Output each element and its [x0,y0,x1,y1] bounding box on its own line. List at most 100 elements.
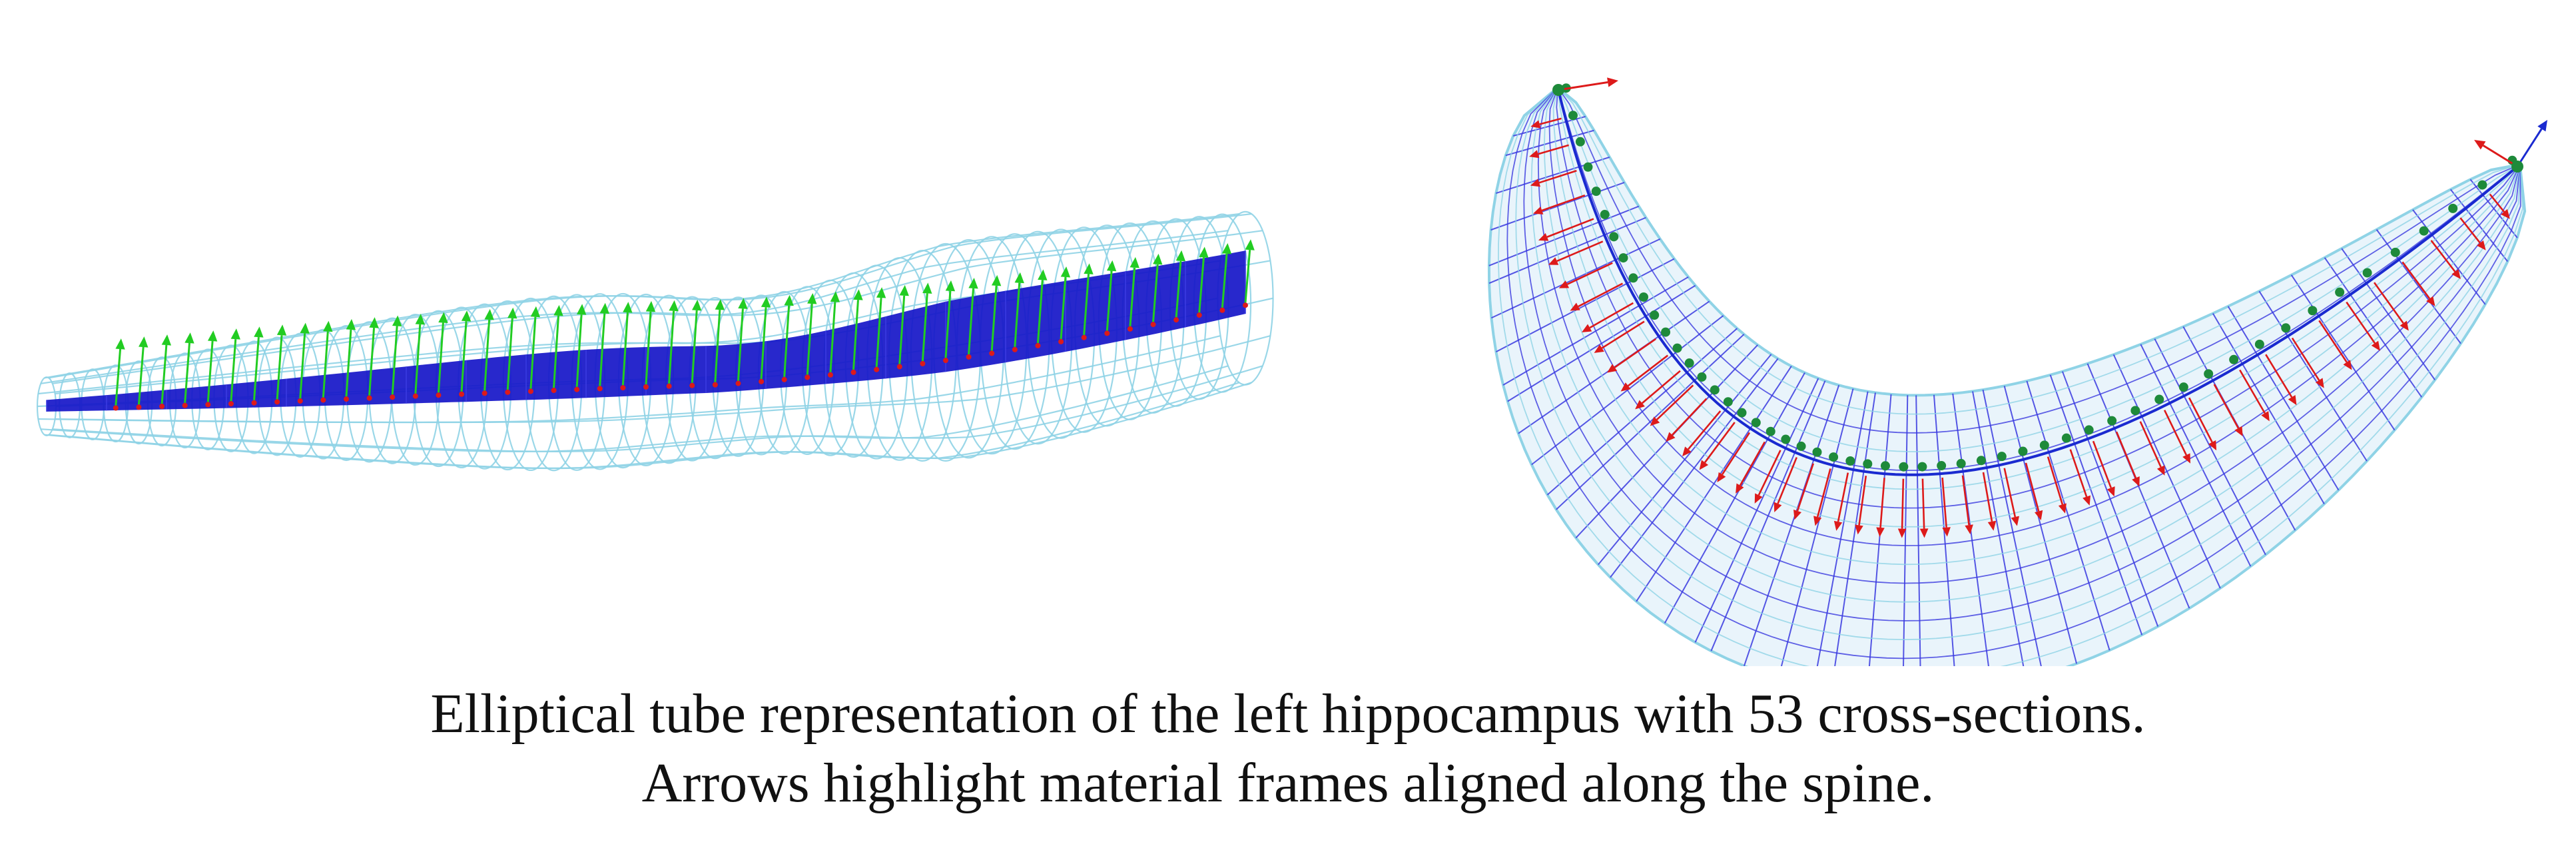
frame-arrow-up [253,326,264,400]
hippocampus-side-view [36,211,1274,472]
end-frame-tangent [2516,120,2547,167]
spine-point [1697,372,1707,382]
spine-point [1766,426,1775,436]
frame-origin [1081,334,1087,340]
frame-arrow-up [645,300,656,384]
spine-point [2018,446,2028,456]
frame-arrow-up [1083,263,1094,335]
outer-longitude [48,213,1252,379]
frame-arrow-normal [2489,193,2510,219]
spine-point [1845,456,1855,466]
frame-origin [1058,338,1064,344]
frame-arrow-up [276,324,287,400]
spine-point [2229,354,2239,364]
spine-point [2448,203,2458,213]
frame-origin [459,391,465,397]
frame-arrow-normal [1793,463,1815,520]
spine-point [1723,397,1733,407]
frame-arrow-up [714,299,725,382]
frame-arrow-normal [1813,468,1831,526]
frame-origin [1150,322,1156,328]
frame-arrow-up [852,289,863,370]
frame-arrow-normal [2213,384,2243,437]
frame-arrow-up [783,294,794,377]
end-frame-normal [2474,140,2518,168]
frame-arrow-normal [1533,194,1586,214]
hippocampus-top-view [1487,77,2547,666]
frame-origin [666,383,672,389]
frame-origin [781,376,787,382]
frame-origin [228,401,234,407]
frame-origin [597,386,603,392]
longitude-line [1558,89,2517,434]
spine-point [1899,462,1909,472]
spine-point [1781,434,1791,444]
frame-arrow-up [1244,239,1255,303]
spine-point [1583,162,1593,172]
frame-arrow-up [1036,269,1048,344]
spine-point [1650,310,1660,320]
frame-origin [251,400,257,406]
spine-point [1618,253,1628,263]
frame-origin [989,350,995,356]
frame-arrow-normal [1607,338,1656,373]
frame-arrow-normal [1650,384,1694,426]
spine-point [1672,343,1682,353]
frame-origin [159,403,165,409]
frame-origin [390,394,396,400]
spine-point [1880,461,1890,471]
longitude-line [1537,90,2520,584]
frame-origin [136,404,142,410]
frame-arrow-normal [1736,441,1766,494]
frame-arrow-normal [2047,456,2067,514]
frame-arrow-up [137,336,149,405]
frame-arrow-up [161,334,172,404]
frame-origin [205,402,211,408]
spine-point [1997,452,2007,462]
spine-point [1661,327,1671,337]
spine-point [1600,210,1610,220]
frame-arrow-normal [1754,450,1781,504]
spine-point [2039,440,2049,450]
frame-arrow-normal [2374,282,2409,331]
spine-point [2308,306,2318,316]
frame-origin [113,405,119,411]
frame-arrow-normal [1530,170,1577,187]
spine-point [1956,458,1966,468]
frame-arrow-normal [1682,410,1722,457]
spine-point [2254,339,2264,349]
spine-point [2390,247,2400,257]
frame-arrow-normal [1582,302,1634,332]
frame-arrow-normal [2025,462,2043,521]
frame-arrow-normal [1530,117,1562,129]
frame-arrow-up [115,338,125,406]
longitude-line [1515,90,2521,641]
frame-arrow-up [1129,256,1139,326]
frame-arrow-up [230,328,240,402]
frame-arrow-normal [1876,478,1885,537]
frame-origin [920,360,926,366]
frame-arrow-normal [2430,240,2461,279]
frame-arrow-up [968,277,978,354]
frame-origin [527,388,533,394]
frame-arrow-up [437,312,448,393]
outer-longitude [52,365,1263,453]
frame-arrow-up [483,308,494,391]
end-frame-origin [1552,84,1564,96]
spine-point [1568,111,1578,121]
frame-arrow-up [414,313,425,394]
caption-line-1: Elliptical tube representation of the le… [430,683,2146,745]
spine-point [2281,323,2291,333]
frame-arrow-up [599,302,609,386]
spine-point [1796,441,1806,451]
frame-origin [1104,330,1110,336]
frame-arrow-normal [1919,478,1929,538]
frame-arrow-up [990,274,1002,351]
spine-point [2178,382,2188,392]
frame-arrow-up [691,299,702,383]
longitude-line [1548,90,2519,546]
frame-origin [182,402,188,408]
tube-grid-mesh [1487,88,2527,666]
figure-caption: Elliptical tube representation of the le… [0,679,2576,818]
frame-arrow-up [829,291,840,372]
